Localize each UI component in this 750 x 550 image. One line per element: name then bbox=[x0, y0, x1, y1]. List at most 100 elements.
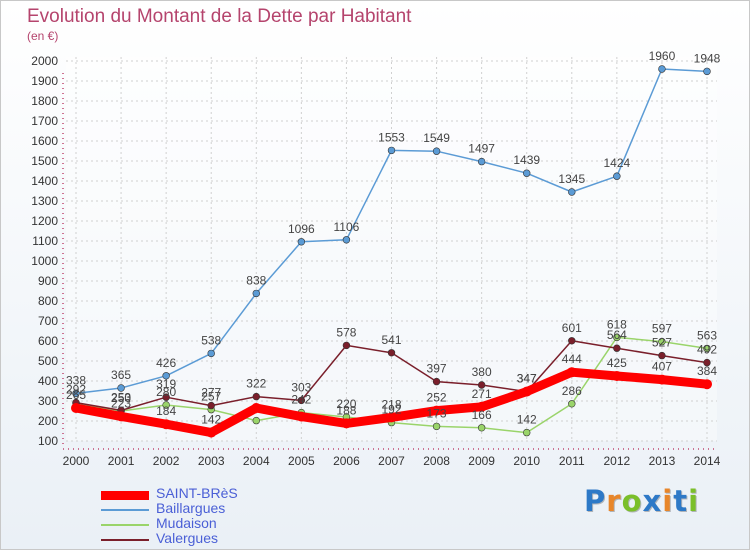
y-tick-label: 800 bbox=[38, 294, 58, 308]
x-tick-label: 2007 bbox=[378, 454, 405, 468]
y-tick-label: 900 bbox=[38, 274, 58, 288]
data-label: 1497 bbox=[468, 142, 495, 156]
x-tick-label: 2008 bbox=[423, 454, 450, 468]
data-label: 265 bbox=[66, 388, 86, 402]
data-label: 444 bbox=[562, 352, 582, 366]
data-point bbox=[703, 358, 711, 367]
data-point bbox=[387, 146, 396, 155]
data-point bbox=[387, 349, 396, 357]
x-tick-label: 2006 bbox=[333, 454, 360, 468]
data-point bbox=[162, 393, 170, 401]
data-label: 142 bbox=[201, 413, 221, 427]
y-tick-label: 1200 bbox=[31, 214, 58, 228]
data-point bbox=[703, 344, 711, 353]
data-label: 319 bbox=[156, 377, 176, 391]
data-label: 1345 bbox=[558, 172, 585, 186]
y-tick-label: 400 bbox=[38, 374, 58, 388]
data-label: 218 bbox=[381, 397, 401, 411]
data-point bbox=[206, 427, 217, 438]
data-label: 192 bbox=[381, 403, 401, 417]
x-tick-label: 2005 bbox=[288, 454, 315, 468]
y-tick-label: 1000 bbox=[31, 254, 58, 268]
data-point bbox=[342, 236, 351, 244]
data-label: 277 bbox=[201, 386, 221, 400]
chart-subtitle: (en €) bbox=[27, 29, 59, 43]
legend-swatch bbox=[101, 524, 149, 526]
x-tick-label: 2011 bbox=[559, 454, 585, 468]
data-label: 184 bbox=[156, 404, 176, 418]
data-label: 188 bbox=[336, 403, 356, 417]
y-tick-label: 1900 bbox=[31, 74, 58, 88]
legend-label: Baillargues bbox=[156, 500, 226, 516]
data-label: 601 bbox=[562, 321, 582, 335]
data-label: 426 bbox=[156, 356, 176, 370]
data-label: 173 bbox=[427, 406, 447, 420]
data-point bbox=[477, 157, 486, 166]
data-label: 220 bbox=[336, 397, 356, 411]
y-tick-label: 300 bbox=[38, 394, 58, 408]
data-point bbox=[568, 188, 576, 196]
x-tick-label: 2009 bbox=[468, 454, 495, 468]
data-point bbox=[342, 341, 351, 350]
data-label: 242 bbox=[291, 393, 311, 407]
data-label: 384 bbox=[697, 364, 717, 378]
x-tick-label: 2012 bbox=[604, 454, 631, 468]
data-label: 347 bbox=[517, 372, 537, 386]
x-tick-label: 2013 bbox=[649, 454, 676, 468]
x-tick-label: 2000 bbox=[63, 454, 90, 468]
legend-swatch bbox=[101, 490, 149, 500]
x-tick-label: 2003 bbox=[198, 454, 225, 468]
data-label: 253 bbox=[111, 390, 131, 404]
data-point bbox=[161, 419, 172, 430]
data-point bbox=[252, 289, 260, 298]
data-point bbox=[658, 65, 666, 73]
data-point bbox=[252, 416, 260, 425]
data-label: 1948 bbox=[694, 51, 721, 65]
data-point bbox=[341, 418, 352, 429]
y-tick-label: 1300 bbox=[31, 194, 58, 208]
data-label: 1424 bbox=[604, 156, 631, 170]
data-point bbox=[613, 344, 621, 352]
data-label: 527 bbox=[652, 336, 672, 350]
data-point bbox=[296, 411, 307, 422]
legend-swatch bbox=[101, 509, 149, 511]
data-point bbox=[703, 67, 711, 76]
data-point bbox=[702, 379, 712, 390]
data-point bbox=[658, 351, 666, 360]
data-label: 271 bbox=[472, 387, 492, 401]
data-label: 250 bbox=[111, 391, 131, 405]
data-label: 1549 bbox=[423, 131, 450, 145]
data-point bbox=[566, 367, 577, 378]
data-point bbox=[658, 337, 666, 346]
data-label: 280 bbox=[156, 385, 176, 399]
data-label: 347 bbox=[517, 372, 537, 386]
data-point bbox=[117, 384, 125, 392]
y-tick-label: 1100 bbox=[32, 234, 58, 248]
x-tick-label: 2010 bbox=[513, 454, 540, 468]
data-label: 223 bbox=[111, 396, 131, 410]
data-label: 1960 bbox=[649, 49, 676, 63]
data-point bbox=[72, 389, 80, 398]
data-label: 1553 bbox=[378, 130, 405, 144]
data-label: 1106 bbox=[334, 220, 360, 234]
data-point bbox=[477, 381, 486, 389]
y-tick-label: 1500 bbox=[31, 154, 58, 168]
y-tick-label: 1600 bbox=[31, 134, 58, 148]
data-point bbox=[613, 333, 621, 342]
legend-label: SAINT-BRèS bbox=[156, 485, 238, 501]
x-tick-label: 2001 bbox=[108, 454, 135, 468]
legend-swatch bbox=[101, 539, 149, 541]
data-point bbox=[162, 401, 170, 409]
data-point bbox=[568, 337, 576, 345]
data-point bbox=[656, 374, 667, 385]
data-point bbox=[252, 392, 260, 401]
data-label: 578 bbox=[336, 325, 356, 339]
data-point bbox=[521, 386, 532, 397]
data-label: 563 bbox=[697, 328, 717, 342]
data-point bbox=[432, 422, 441, 431]
data-label: 292 bbox=[66, 383, 86, 397]
data-label: 618 bbox=[607, 317, 627, 331]
data-label: 1096 bbox=[288, 222, 315, 236]
data-point bbox=[297, 396, 306, 405]
data-point bbox=[207, 401, 215, 410]
